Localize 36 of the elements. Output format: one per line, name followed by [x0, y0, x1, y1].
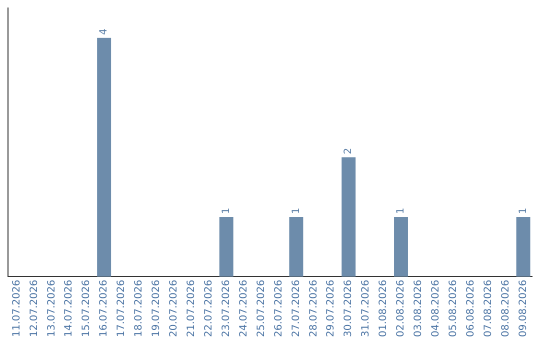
x-tick-label: 09.08.2026 — [518, 280, 529, 338]
x-tick-label: 15.07.2026 — [81, 280, 92, 338]
x-tick-label: 07.08.2026 — [482, 280, 494, 338]
x-tick-label: 23.07.2026 — [220, 280, 232, 338]
x-tick-label: 17.07.2026 — [116, 280, 128, 338]
x-tick-label: 28.07.2026 — [308, 280, 320, 338]
x-tick-label: 30.07.2026 — [343, 280, 354, 338]
x-tick-label: 22.07.2026 — [203, 280, 214, 338]
data-label: 2 — [343, 148, 354, 154]
data-label: 1 — [290, 208, 302, 214]
x-tick-label: 19.07.2026 — [151, 280, 162, 338]
x-tick-label: 12.07.2026 — [28, 280, 40, 338]
x-tick-label: 11.07.2026 — [11, 280, 22, 338]
data-label: 1 — [220, 208, 232, 214]
x-tick-label: 29.07.2026 — [326, 280, 337, 338]
x-tick-label: 26.07.2026 — [273, 280, 284, 338]
x-tick-label: 13.07.2026 — [46, 280, 58, 338]
x-tick-label: 08.08.2026 — [500, 280, 512, 338]
x-tick-label: 04.08.2026 — [430, 280, 442, 338]
data-label: 4 — [98, 28, 110, 35]
data-label: 1 — [396, 208, 407, 214]
x-tick-label: 05.08.2026 — [448, 280, 459, 338]
x-tick-label: 03.08.2026 — [413, 280, 424, 338]
x-tick-label: 06.08.2026 — [465, 280, 476, 338]
x-tick-label: 14.07.2026 — [64, 280, 75, 338]
x-tick-label: 31.07.2026 — [360, 280, 372, 338]
x-tick-label: 24.07.2026 — [238, 280, 250, 338]
x-tick-label: 27.07.2026 — [290, 280, 302, 338]
x-tick-label: 21.07.2026 — [186, 280, 197, 338]
x-tick-label: 20.07.2026 — [168, 280, 180, 338]
data-label: 1 — [518, 208, 529, 214]
x-tick-label: 16.07.2026 — [98, 280, 110, 338]
x-tick-label: 02.08.2026 — [396, 280, 407, 338]
x-tick-label: 25.07.2026 — [256, 280, 267, 338]
x-tick-label: 01.08.2026 — [378, 280, 390, 338]
x-tick-label: 18.07.2026 — [134, 280, 145, 338]
